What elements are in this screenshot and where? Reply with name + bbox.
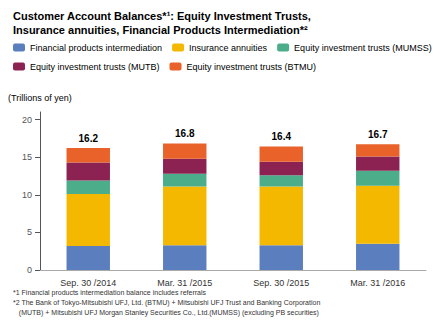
svg-text:Insurance annuities, Financial: Insurance annuities, Financial Products … (13, 24, 308, 36)
svg-text:Sep. 30 /2014: Sep. 30 /2014 (60, 278, 116, 288)
svg-text:Financial products intermediat: Financial products intermediation (30, 43, 162, 53)
svg-text:Insurance annuities: Insurance annuities (189, 43, 268, 53)
svg-text:5: 5 (27, 227, 32, 237)
svg-text:15: 15 (22, 152, 32, 162)
svg-text:Equity investment trusts (BTMU: Equity investment trusts (BTMU) (187, 62, 317, 72)
svg-text:16.2: 16.2 (79, 133, 99, 144)
svg-text:0: 0 (27, 265, 32, 275)
svg-text:20: 20 (22, 115, 32, 125)
svg-text:Customer Account Balances*¹: E: Customer Account Balances*¹: Equity Inve… (13, 10, 311, 22)
svg-text:(Trillions of yen): (Trillions of yen) (8, 93, 72, 103)
svg-text:Mar. 31 /2016: Mar. 31 /2016 (350, 278, 405, 288)
svg-text:*1 Financial products intermed: *1 Financial products intermediation bal… (13, 289, 206, 297)
svg-text:10: 10 (22, 190, 32, 200)
svg-text:*2 The Bank of Tokyo-Mitsubish: *2 The Bank of Tokyo-Mitsubishi UFJ, Ltd… (13, 299, 320, 307)
svg-text:Mar. 31 /2015: Mar. 31 /2015 (157, 278, 212, 288)
svg-text:16.8: 16.8 (175, 128, 195, 139)
svg-text:Equity investment trusts (MUMS: Equity investment trusts (MUMSS) (294, 43, 432, 53)
svg-text:Equity investment trusts (MUTB: Equity investment trusts (MUTB) (30, 62, 160, 72)
svg-text:(MUTB) + Mitsubishi UFJ Morgan: (MUTB) + Mitsubishi UFJ Morgan Stanley S… (13, 309, 319, 317)
svg-text:Sep. 30 /2015: Sep. 30 /2015 (253, 278, 309, 288)
svg-text:16.7: 16.7 (368, 129, 388, 140)
svg-text:16.4: 16.4 (272, 131, 292, 142)
